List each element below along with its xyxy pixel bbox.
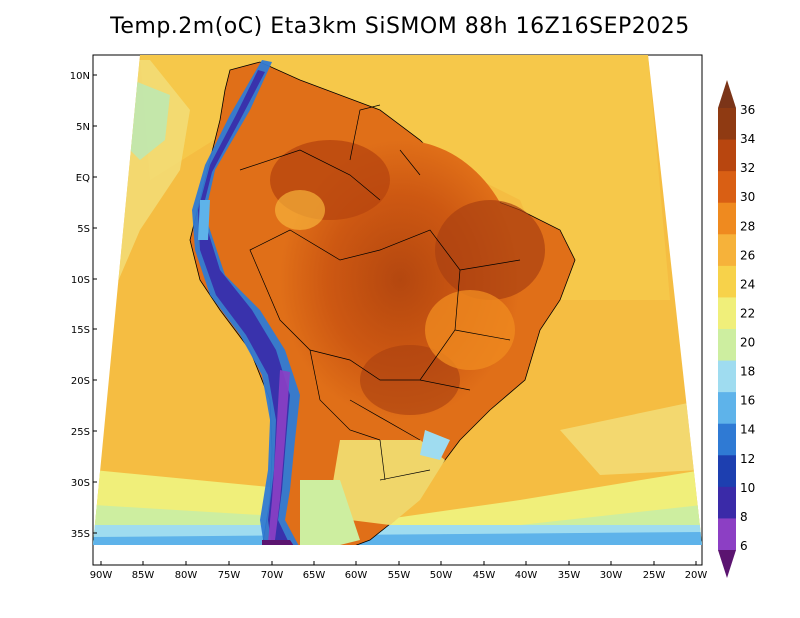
lon-label-50w: 50W <box>430 570 453 581</box>
colorbar-label: 32 <box>740 161 755 175</box>
colorbar-segment <box>718 455 736 488</box>
lon-label-80w: 80W <box>175 570 198 581</box>
colorbar-label: 12 <box>740 452 755 466</box>
colorbar-label: 20 <box>740 336 755 350</box>
colorbar-label: 10 <box>740 481 755 495</box>
lon-label-65w: 65W <box>303 570 326 581</box>
map-title: Temp.2m(oC) Eta3km SiSMOM 88h 16Z16SEP20… <box>110 14 690 39</box>
lon-label-35w: 35W <box>558 570 581 581</box>
lat-label-10s: 10S <box>71 275 90 286</box>
colorbar-segment <box>718 108 736 141</box>
lon-label-55w: 55W <box>388 570 411 581</box>
colorbar-segment <box>718 392 736 425</box>
lon-axis: 90W 85W 80W 75W 70W 65W 60W 55W 50W 45W … <box>90 570 708 581</box>
colorbar-label: 8 <box>740 510 748 524</box>
lat-label-35s: 35S <box>71 529 90 540</box>
colorbar-top-arrow <box>718 80 736 108</box>
colorbar-segment <box>718 202 736 235</box>
colorbar-label: 22 <box>740 306 755 320</box>
lat-label-30s: 30S <box>71 478 90 489</box>
colorbar-segment <box>718 423 736 456</box>
lat-label-5n: 5N <box>76 122 90 133</box>
colorbar-segment <box>718 139 736 172</box>
colorbar-segment <box>718 486 736 519</box>
lon-label-45w: 45W <box>473 570 496 581</box>
colorbar-label: 28 <box>740 219 755 233</box>
colorbar-segment <box>718 297 736 330</box>
lat-label-25s: 25S <box>71 427 90 438</box>
lon-label-90w: 90W <box>90 570 113 581</box>
lon-label-70w: 70W <box>261 570 284 581</box>
lon-label-75w: 75W <box>218 570 241 581</box>
lat-label-5s: 5S <box>77 224 90 235</box>
lat-label-15s: 15S <box>71 325 90 336</box>
temperature-field <box>93 55 702 545</box>
temperature-colorbar: 36 34 32 30 28 26 24 22 20 18 16 14 12 10 8 6 <box>718 80 755 578</box>
lon-label-60w: 60W <box>345 570 368 581</box>
colorbar-segment <box>718 234 736 267</box>
colorbar-segment <box>718 265 736 298</box>
lon-label-40w: 40W <box>515 570 538 581</box>
lat-axis: 10N 5N EQ 5S 10S 15S 20S 25S 30S 35S <box>70 71 90 540</box>
colorbar-segment <box>718 360 736 393</box>
colorbar-label: 30 <box>740 190 755 204</box>
lon-label-20w: 20W <box>685 570 708 581</box>
lon-label-30w: 30W <box>600 570 623 581</box>
lat-label-20s: 20S <box>71 376 90 387</box>
colorbar-label: 34 <box>740 132 755 146</box>
colorbar-label: 6 <box>740 539 748 553</box>
colorbar-segment <box>718 518 736 551</box>
lon-label-85w: 85W <box>132 570 155 581</box>
colorbar-segment <box>718 329 736 362</box>
colorbar-label: 14 <box>740 423 755 437</box>
lat-label-10n: 10N <box>70 71 90 82</box>
colorbar-label: 36 <box>740 103 755 117</box>
colorbar-label: 26 <box>740 248 755 262</box>
colorbar-label: 24 <box>740 277 755 291</box>
colorbar-bottom-arrow <box>718 550 736 578</box>
colorbar-label: 16 <box>740 394 755 408</box>
colorbar-segment <box>718 171 736 204</box>
lat-label-eq: EQ <box>76 173 90 184</box>
colorbar-label: 18 <box>740 365 755 379</box>
lon-label-25w: 25W <box>643 570 666 581</box>
